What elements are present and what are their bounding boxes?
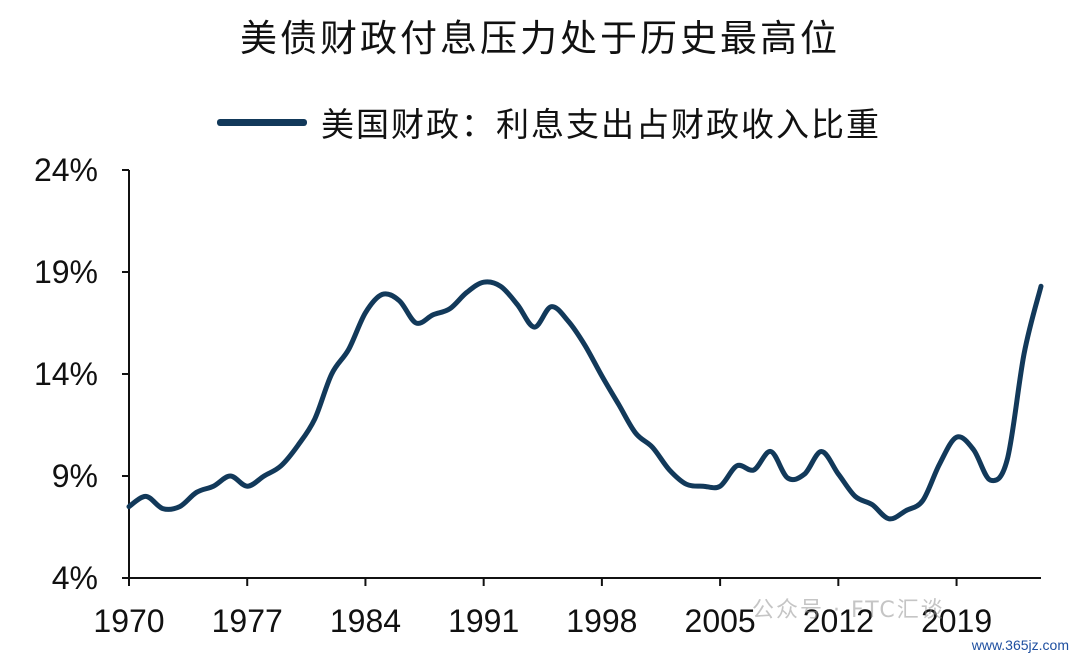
watermark-text: 公众号 · FTC汇谈: [752, 598, 945, 623]
legend-label: 美国财政：利息支出占财政收入比重: [321, 105, 881, 144]
y-tick-label: 14%: [34, 356, 98, 392]
x-axis-ticks: 1970 1977 1984 1991 1998 2005 2012 2019: [93, 578, 992, 639]
x-tick-label: 1991: [448, 603, 519, 639]
x-tick-label: 1998: [566, 603, 637, 639]
watermark-url: www.365jz.com: [968, 637, 1072, 653]
y-axis-ticks: 4% 9% 14% 19% 24%: [34, 152, 129, 596]
y-tick-label: 9%: [52, 458, 98, 494]
y-tick-label: 4%: [52, 560, 98, 596]
x-tick-label: 2005: [685, 603, 756, 639]
legend: 美国财政：利息支出占财政收入比重: [217, 100, 881, 144]
series-line: [126, 279, 1044, 522]
x-tick-label: 1970: [93, 603, 164, 639]
chart-title: 美债财政付息压力处于历史最高位: [240, 17, 840, 60]
x-tick-label: 1984: [330, 603, 401, 639]
x-tick-label: 2012: [803, 603, 874, 639]
legend-line-swatch: [217, 118, 307, 126]
y-tick-label: 24%: [34, 152, 98, 188]
chart-axes: [128, 170, 1041, 579]
x-tick-label: 1977: [212, 603, 283, 639]
x-tick-label: 2019: [921, 603, 992, 639]
y-tick-label: 19%: [34, 254, 98, 290]
series-group: [126, 279, 1044, 522]
